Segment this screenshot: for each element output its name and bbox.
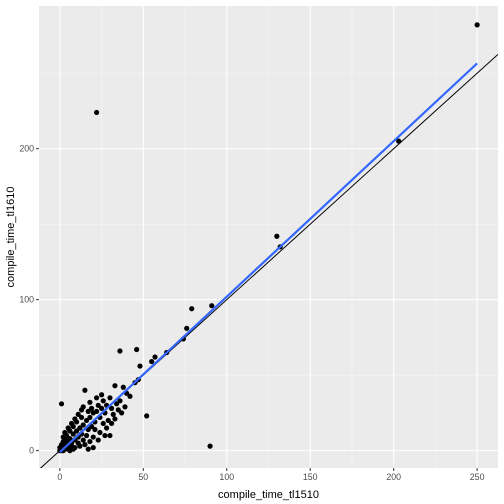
data-point — [102, 432, 108, 439]
data-point — [85, 446, 91, 452]
x-tick-label: 150 — [303, 472, 318, 482]
data-point — [93, 395, 100, 401]
data-point — [98, 392, 105, 398]
data-point — [117, 398, 123, 404]
data-point — [90, 445, 96, 451]
data-point — [137, 363, 143, 369]
data-point — [112, 416, 118, 422]
plot-content — [39, 22, 498, 468]
grid-major — [39, 6, 498, 468]
y-tick-label: 0 — [29, 446, 34, 456]
x-tick-label: 100 — [219, 472, 234, 482]
data-point — [58, 441, 65, 448]
data-point — [109, 420, 115, 427]
data-point — [82, 387, 88, 393]
data-point — [134, 346, 140, 353]
data-point — [87, 438, 93, 445]
data-point — [83, 432, 90, 439]
data-point — [82, 441, 88, 448]
data-point — [87, 399, 93, 405]
data-point — [396, 138, 402, 144]
data-point — [80, 437, 86, 443]
data-point — [65, 425, 71, 431]
data-point — [184, 325, 190, 331]
data-point — [103, 425, 110, 431]
data-point — [209, 303, 215, 309]
data-point — [73, 428, 80, 434]
data-point — [110, 411, 116, 418]
fit-line — [59, 62, 478, 453]
data-point — [127, 393, 133, 399]
data-point — [105, 417, 111, 424]
data-point — [112, 383, 118, 389]
data-point — [68, 420, 75, 427]
x-axis-title: compile_time_tl1510 — [218, 489, 319, 501]
data-point — [117, 348, 123, 354]
data-point — [80, 404, 86, 410]
data-point — [60, 434, 66, 440]
data-point — [92, 426, 98, 433]
data-point — [100, 398, 106, 404]
data-point — [144, 413, 150, 419]
data-point — [77, 425, 83, 431]
data-point — [95, 437, 101, 443]
data-point — [107, 395, 113, 401]
data-point — [100, 420, 106, 427]
data-point — [90, 434, 96, 440]
data-point — [93, 109, 100, 116]
x-tick-label: 0 — [57, 472, 62, 482]
data-point — [87, 414, 93, 421]
data-point — [88, 405, 95, 411]
y-axis-title: compile_time_tl1610 — [5, 187, 17, 288]
data-point — [115, 407, 121, 413]
data-point — [149, 358, 155, 365]
data-point — [207, 443, 213, 449]
data-point — [75, 440, 81, 446]
data-point — [120, 384, 126, 390]
data-point — [95, 402, 101, 408]
data-point — [75, 411, 81, 418]
data-point — [152, 354, 158, 360]
data-point — [97, 429, 103, 436]
data-point — [83, 417, 90, 424]
data-point — [274, 233, 280, 239]
data-point — [474, 22, 480, 28]
data-point — [80, 422, 86, 428]
data-point — [58, 401, 65, 407]
data-point — [122, 404, 128, 410]
data-point — [70, 446, 76, 452]
data-point — [62, 429, 68, 436]
data-point — [114, 401, 120, 407]
data-point — [107, 432, 113, 439]
x-tick-label: 200 — [386, 472, 401, 482]
data-point — [85, 408, 91, 414]
data-point — [90, 410, 96, 416]
data-point — [72, 416, 78, 422]
x-tick-label: 250 — [470, 472, 485, 482]
x-axis: 0 50 100 150 200 250 — [57, 468, 485, 482]
y-tick-label: 100 — [19, 295, 34, 305]
data-point — [189, 306, 195, 312]
y-axis: 0 100 200 — [19, 144, 39, 456]
x-tick-label: 50 — [138, 472, 148, 482]
data-point — [119, 410, 125, 416]
data-point — [67, 435, 73, 442]
grid-minor — [39, 6, 498, 468]
data-point — [98, 405, 105, 411]
data-point — [78, 414, 85, 421]
data-point — [109, 405, 115, 411]
data-point — [70, 431, 76, 437]
y-tick-label: 200 — [19, 144, 34, 154]
